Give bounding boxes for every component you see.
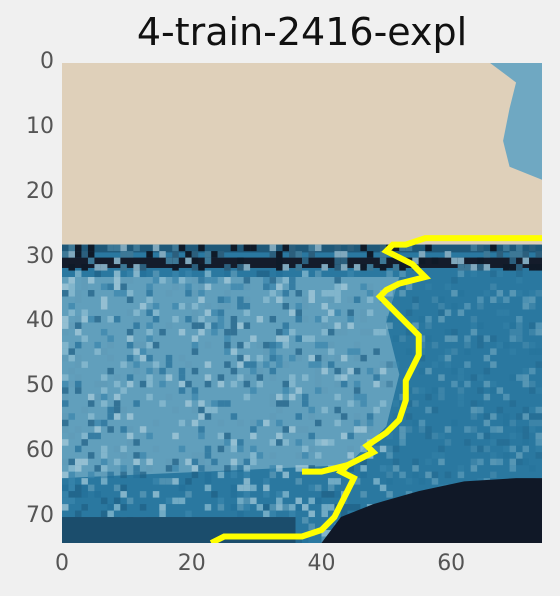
y-tick-label: 20: [26, 178, 54, 204]
x-tick-label: 0: [55, 551, 69, 576]
y-tick-label: 40: [26, 308, 54, 334]
sky-region: [62, 63, 542, 245]
chart-title: 4-train-2416-expl: [136, 10, 468, 54]
y-tick-label: 70: [26, 503, 54, 529]
highlight-branch: [302, 462, 349, 475]
shadow-region: [321, 478, 542, 543]
highlight-boundary: [209, 235, 542, 543]
x-tick-label: 40: [307, 551, 336, 576]
sea-texture: [62, 270, 542, 543]
y-tick-label: 10: [26, 113, 54, 139]
x-tick-label: 20: [177, 551, 206, 576]
horizon-texture: [62, 244, 542, 271]
y-tick-label: 60: [26, 438, 54, 464]
heatmap-image: [62, 63, 542, 543]
y-tick-label: 30: [26, 243, 54, 269]
y-tick-label: 0: [40, 49, 54, 74]
x-tick-label: 60: [437, 551, 466, 576]
y-tick-label: 50: [26, 373, 54, 399]
horizon-band-upper: [62, 244, 542, 253]
sky-corner-patch: [490, 63, 542, 180]
